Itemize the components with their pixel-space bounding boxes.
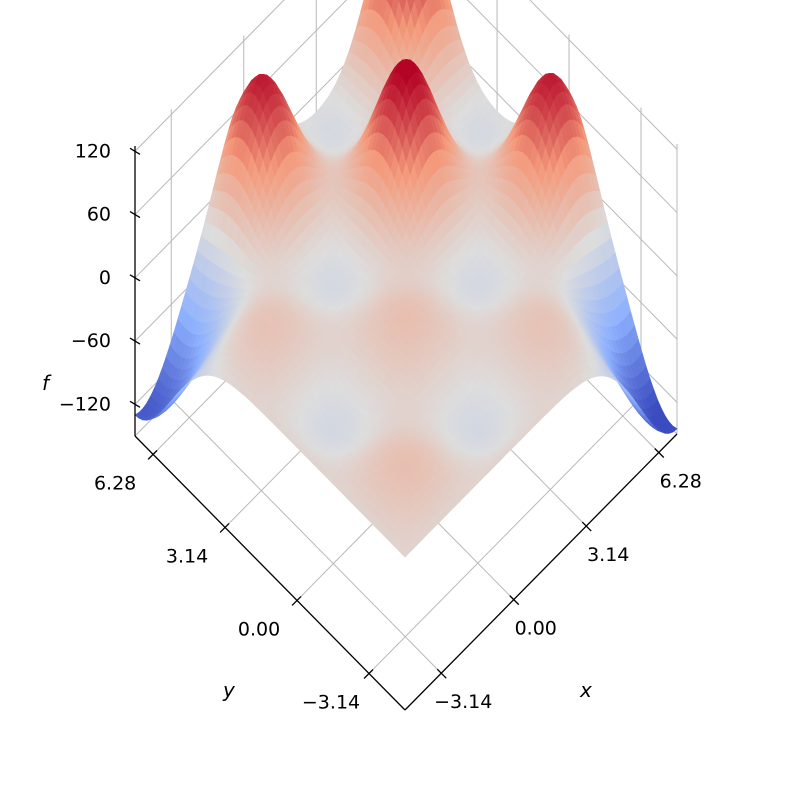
z-tick-label: 60 <box>87 204 111 226</box>
x-tick <box>509 595 520 606</box>
z-axis-label: f <box>42 371 52 395</box>
z-gridline <box>466 0 678 213</box>
x-tick <box>654 448 665 458</box>
y-tick <box>363 669 374 679</box>
y-gridline <box>368 397 642 674</box>
x-tick <box>581 521 592 532</box>
y-tick-label: 6.28 <box>94 472 136 494</box>
z-gridline <box>134 0 348 215</box>
x-tick-label: −3.14 <box>434 691 492 713</box>
z-tick-label: 120 <box>75 140 111 162</box>
y-tick <box>147 449 158 460</box>
y-tick-label: 0.00 <box>238 618 280 640</box>
x-tick-label: 6.28 <box>660 471 702 493</box>
z-ticks: −120 −60 0 60 120 <box>59 140 141 415</box>
x-tick-label: 0.00 <box>515 618 557 640</box>
z-gridline <box>529 0 678 150</box>
x-axis-label: x <box>579 678 592 702</box>
z-tick-label: −60 <box>71 330 111 352</box>
z-tick-label: −120 <box>59 393 111 415</box>
z-gridline <box>134 0 285 152</box>
z-tick-label: 0 <box>99 267 111 289</box>
y-tick <box>219 522 230 533</box>
y-tick-label: 3.14 <box>166 545 208 567</box>
y-tick <box>291 595 302 606</box>
surface <box>134 0 678 558</box>
y-tick-label: −3.14 <box>302 691 360 713</box>
x-tick-label: 3.14 <box>587 544 629 566</box>
y-axis-label: y <box>222 678 236 702</box>
x-ticks: −3.14 0.00 3.14 6.28 <box>434 448 702 713</box>
y-ticks: −3.14 0.00 3.14 6.28 <box>94 449 374 713</box>
x-tick <box>436 668 447 679</box>
x-gridline <box>170 398 442 674</box>
